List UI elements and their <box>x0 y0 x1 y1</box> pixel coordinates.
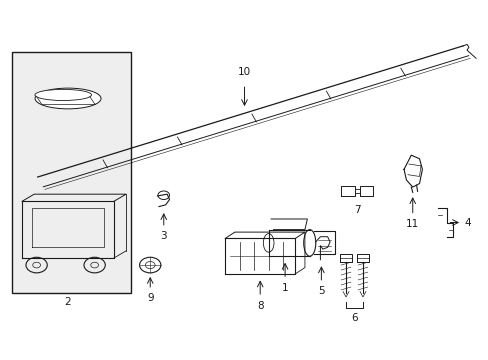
Text: 8: 8 <box>256 301 263 311</box>
Text: 10: 10 <box>238 67 250 77</box>
Text: 2: 2 <box>64 297 71 307</box>
Text: 1: 1 <box>281 283 288 293</box>
Text: 4: 4 <box>464 217 470 228</box>
Text: 6: 6 <box>350 313 357 323</box>
Ellipse shape <box>35 89 91 100</box>
Text: 5: 5 <box>317 286 324 296</box>
Text: 7: 7 <box>353 205 360 215</box>
FancyBboxPatch shape <box>12 53 131 293</box>
Text: 3: 3 <box>160 231 167 242</box>
Text: 11: 11 <box>405 219 419 229</box>
Text: 9: 9 <box>146 293 153 303</box>
Ellipse shape <box>303 230 315 256</box>
Ellipse shape <box>263 234 273 252</box>
Ellipse shape <box>35 88 101 109</box>
